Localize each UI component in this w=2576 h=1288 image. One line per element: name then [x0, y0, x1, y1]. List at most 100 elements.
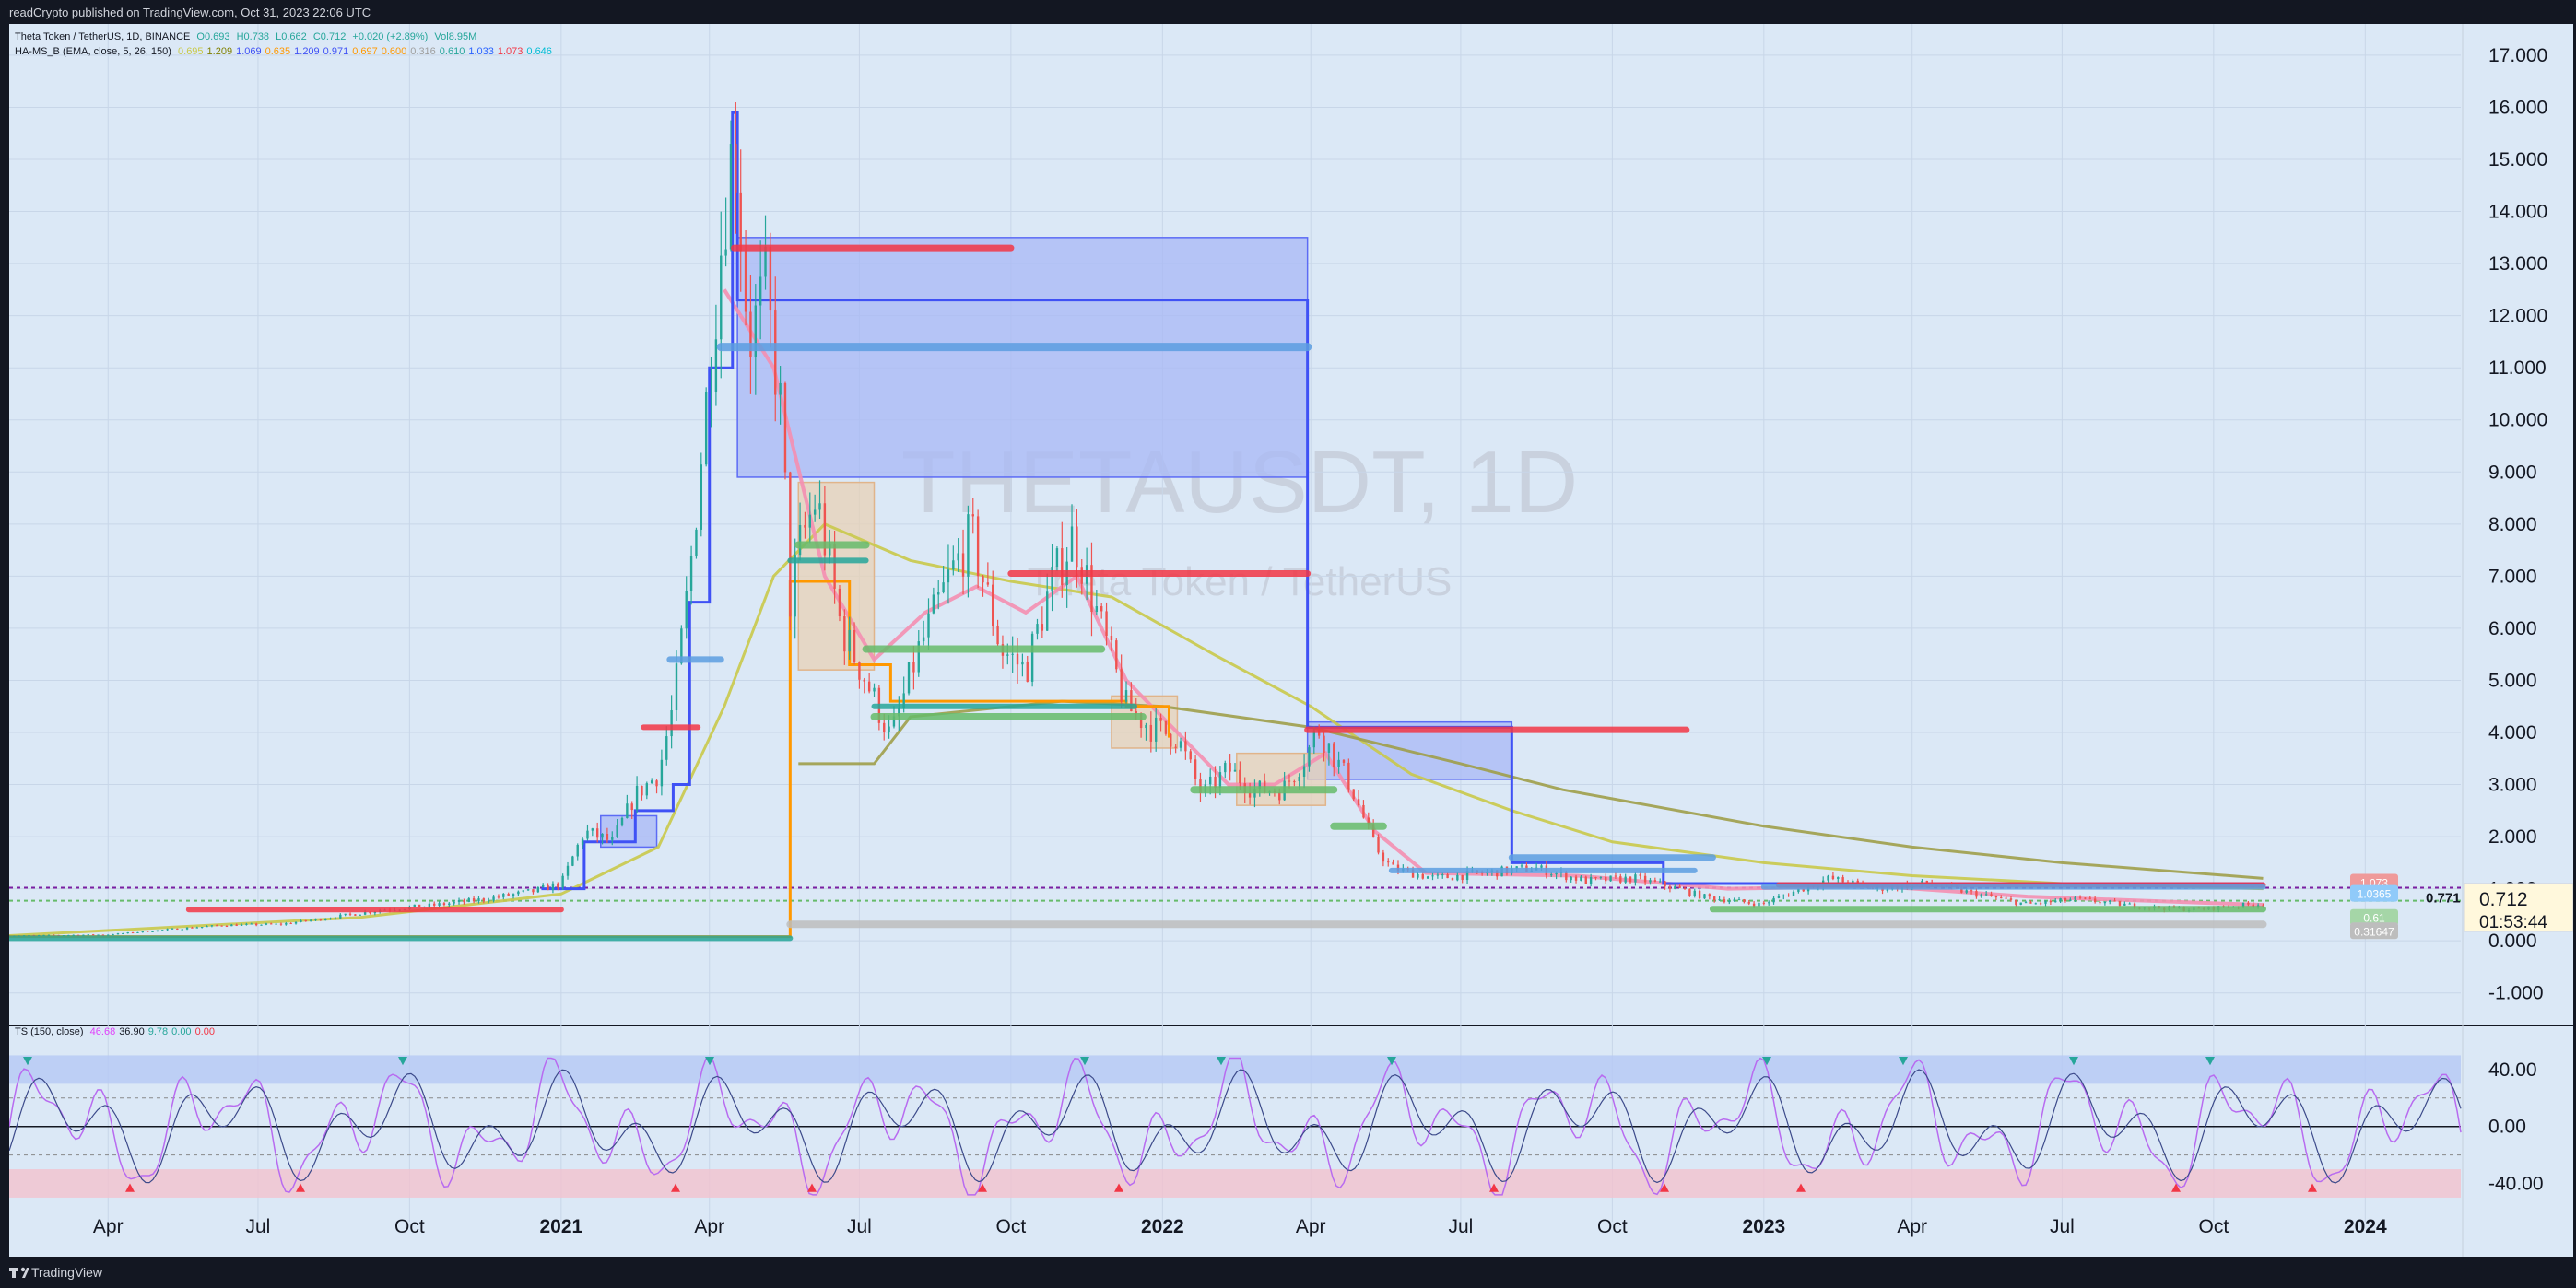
candle-body	[655, 780, 658, 787]
tradingview-logo-icon	[9, 1267, 29, 1278]
legend-indicator-value: 0.600	[381, 46, 407, 57]
candle-body	[616, 825, 618, 837]
candle-body	[645, 783, 649, 796]
candle-body	[2088, 897, 2091, 899]
candle-body	[122, 933, 124, 935]
candle-body	[210, 925, 214, 927]
candle-body	[1327, 743, 1331, 753]
candle-body	[195, 927, 198, 929]
candle-body	[1747, 902, 1750, 904]
candle-body	[1367, 817, 1370, 825]
osc-top-marker	[1217, 1056, 1226, 1066]
candle-body	[517, 891, 520, 895]
candle-body	[1170, 733, 1172, 747]
candle-body	[126, 932, 129, 934]
candle-body	[1051, 566, 1053, 592]
candle-body	[967, 514, 970, 577]
candle-body	[309, 919, 312, 921]
candle-body	[606, 834, 609, 840]
osc-tick-label: -40.00	[2488, 1174, 2544, 1195]
candle-body	[294, 921, 298, 924]
candle-body	[838, 588, 841, 617]
candle-body	[1767, 902, 1770, 904]
candle-body	[206, 926, 208, 928]
candle-body	[863, 679, 865, 682]
candle-body	[2113, 900, 2116, 902]
candle-body	[2078, 896, 2082, 898]
candle-body	[1797, 888, 1800, 892]
candle-body	[1224, 763, 1227, 773]
candle-body	[700, 464, 703, 530]
price-tag-label: 1.0365	[2358, 888, 2392, 901]
candle-body	[87, 934, 90, 936]
candle-body	[2054, 900, 2057, 903]
candle-body	[1737, 899, 1741, 901]
osc-bottom-marker	[1114, 1183, 1123, 1192]
candle-body	[191, 927, 194, 929]
candle-body	[829, 544, 831, 556]
candle-body	[1599, 876, 1603, 878]
legend-ts-value: 0.00	[194, 1026, 215, 1037]
candle-body	[1347, 762, 1350, 790]
chart-background	[9, 24, 2573, 1257]
candle-body	[858, 662, 861, 680]
candle-body	[250, 923, 253, 925]
legend-symbol: Theta Token / TetherUS, 1D, BINANCE	[15, 31, 191, 42]
legend-ts-value: 36.90	[119, 1026, 145, 1037]
candle-body	[650, 780, 653, 784]
countdown-label: 01:53:44	[2479, 913, 2547, 932]
candle-body	[724, 249, 727, 256]
candle-body	[512, 894, 515, 896]
step-line	[541, 111, 2264, 891]
candle-body	[1678, 886, 1681, 888]
candle-body	[561, 875, 564, 888]
candle-body	[932, 594, 935, 614]
candle-body	[1387, 861, 1390, 863]
candle-body	[744, 251, 747, 312]
candle-body	[818, 503, 821, 510]
price-tag-bg	[2350, 922, 2398, 940]
candle-body	[1639, 874, 1641, 876]
candle-body	[492, 896, 495, 901]
candle-body	[1713, 896, 1716, 901]
candle-body	[1362, 804, 1365, 818]
candle-body	[1461, 874, 1464, 881]
candle-body	[1496, 870, 1499, 877]
candle-body	[591, 828, 594, 831]
candle-body	[216, 925, 218, 927]
candle-body	[764, 246, 767, 277]
candle-body	[1975, 891, 1978, 897]
candle-body	[225, 926, 229, 928]
candle-body	[1036, 624, 1039, 634]
candle-body	[971, 514, 974, 517]
candle-body	[235, 924, 238, 926]
candle-body	[176, 928, 179, 930]
candle-body	[641, 785, 643, 796]
candle-body	[2015, 899, 2017, 905]
legend-ts-value: 46.68	[89, 1026, 116, 1037]
candle-body	[571, 856, 574, 866]
candle-body	[1278, 792, 1281, 801]
price-tick-label: 7.000	[2488, 566, 2537, 587]
candle-body	[47, 934, 51, 936]
candle-body	[808, 514, 811, 528]
candle-body	[1674, 886, 1676, 889]
candle-body	[1011, 653, 1014, 655]
candle-body	[992, 584, 994, 626]
candle-body	[813, 509, 817, 515]
candle-body	[1436, 874, 1440, 876]
candle-body	[1664, 881, 1666, 887]
candle-body	[2019, 902, 2022, 905]
legend-change: +0.020 (+2.89%)	[352, 31, 429, 42]
candle-body	[2103, 901, 2107, 904]
candle-body	[1540, 865, 1543, 868]
candle-body	[363, 911, 367, 915]
price-tag-label: 0.31647	[2354, 925, 2394, 938]
candle-body	[1925, 880, 1929, 884]
chart-area[interactable]: THETAUSDT, 1D Theta Token / TetherUS 17.00…	[9, 24, 2573, 1257]
osc-top-marker	[2069, 1056, 2078, 1066]
price-tick-label: 8.000	[2488, 514, 2537, 535]
candle-body	[754, 305, 757, 357]
candle-body	[1061, 548, 1064, 586]
